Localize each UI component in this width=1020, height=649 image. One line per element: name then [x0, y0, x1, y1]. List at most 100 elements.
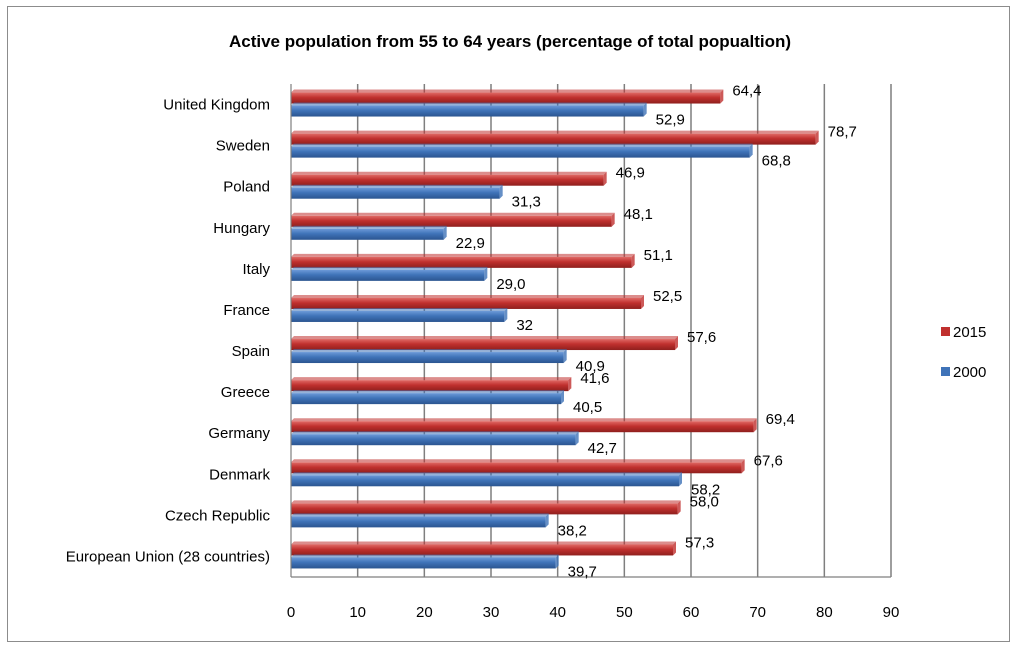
data-label-2000: 29,0: [496, 276, 525, 293]
bar-top-face: [291, 500, 681, 504]
data-label-2000: 38,2: [558, 522, 587, 539]
bar-top-face: [291, 390, 564, 394]
bar-side-face: [561, 390, 564, 405]
bar-side-face: [677, 500, 681, 515]
x-tick-label: 90: [883, 604, 900, 621]
bar-side-face: [555, 554, 559, 569]
bar-top-face: [291, 377, 572, 381]
bar-2015: [291, 503, 678, 515]
bar-side-face: [575, 431, 579, 446]
data-label-2015: 51,1: [644, 247, 673, 264]
bar-top-face: [291, 266, 488, 270]
bar-top-face: [291, 143, 753, 147]
bar-top-face: [291, 459, 745, 463]
bar-side-face: [563, 349, 567, 364]
bar-top-face: [291, 253, 635, 257]
bar-side-face: [673, 541, 676, 556]
bar-top-face: [291, 171, 607, 175]
bar-side-face: [641, 294, 644, 309]
bar-2015: [291, 133, 816, 145]
bar-top-face: [291, 307, 508, 311]
data-label-2015: 64,4: [732, 83, 761, 100]
bar-2015: [291, 380, 569, 392]
bar-side-face: [568, 377, 572, 392]
bar-top-face: [291, 541, 676, 545]
x-tick-label: 40: [549, 604, 566, 621]
data-label-2015: 48,1: [624, 206, 653, 223]
bar-side-face: [753, 418, 757, 433]
data-label-2000: 22,9: [456, 235, 485, 252]
category-label: Czech Republic: [165, 507, 271, 524]
chart-title: Active population from 55 to 64 years (p…: [228, 32, 792, 51]
data-label-2000: 40,9: [576, 358, 605, 375]
category-label: United Kingdom: [163, 97, 270, 114]
data-label-2015: 52,5: [653, 288, 682, 305]
bar-side-face: [749, 143, 753, 158]
data-label-2015: 46,9: [616, 165, 645, 182]
bar-2000: [291, 475, 679, 487]
bar-2000: [291, 434, 576, 446]
data-label-2000: 40,5: [573, 399, 602, 416]
bar-2000: [291, 105, 644, 117]
bar-2015: [291, 215, 612, 227]
legend-label-2015: 2015: [953, 324, 986, 341]
bar-2000: [291, 393, 561, 405]
data-label-2015: 57,3: [685, 534, 714, 551]
x-tick-label: 20: [416, 604, 433, 621]
category-label: Poland: [223, 179, 270, 196]
bar-2015: [291, 544, 673, 556]
data-label-2000: 39,7: [568, 563, 597, 580]
bar-side-face: [815, 130, 819, 145]
category-label: Germany: [208, 425, 270, 442]
bar-side-face: [443, 225, 447, 240]
data-label-2000: 68,8: [762, 153, 791, 170]
category-label: France: [223, 302, 270, 319]
bar-top-face: [291, 102, 647, 106]
bar-side-face: [741, 459, 745, 474]
legend-swatch-2000: [941, 367, 950, 376]
bar-side-face: [675, 336, 678, 351]
x-tick-label: 30: [483, 604, 500, 621]
bar-2015: [291, 339, 675, 351]
x-tick-label: 10: [349, 604, 366, 621]
bar-2000: [291, 352, 564, 364]
bar-2015: [291, 92, 721, 104]
data-label-2000: 42,7: [588, 440, 617, 457]
bar-top-face: [291, 336, 678, 340]
bar-side-face: [720, 89, 724, 104]
bar-2000: [291, 310, 505, 322]
bar-top-face: [291, 513, 549, 517]
bar-2000: [291, 557, 556, 569]
data-label-2015: 67,6: [754, 452, 783, 469]
x-tick-label: 50: [616, 604, 633, 621]
bar-side-face: [611, 212, 615, 227]
bar-2000: [291, 269, 485, 281]
bar-top-face: [291, 225, 447, 229]
data-label-2000: 31,3: [512, 194, 541, 211]
bar-top-face: [291, 431, 579, 435]
data-label-2000: 58,2: [691, 481, 720, 498]
legend-swatch-2015: [941, 327, 950, 336]
data-label-2000: 32: [516, 317, 533, 334]
bar-top-face: [291, 418, 757, 422]
bar-side-face: [545, 513, 549, 528]
bar-2015: [291, 174, 604, 186]
category-label: Denmark: [209, 466, 270, 483]
category-label: Spain: [232, 343, 270, 360]
data-label-2015: 69,4: [766, 411, 795, 428]
bar-side-face: [499, 184, 503, 199]
bar-side-face: [679, 472, 682, 487]
legend-label-2000: 2000: [953, 364, 986, 381]
x-tick-label: 80: [816, 604, 833, 621]
bar-2015: [291, 256, 632, 268]
bar-top-face: [291, 294, 644, 298]
category-label: Italy: [242, 261, 270, 278]
bar-2015: [291, 421, 754, 433]
category-label: Greece: [221, 384, 270, 401]
x-tick-label: 60: [683, 604, 700, 621]
bar-2000: [291, 146, 750, 158]
category-label: Hungary: [213, 220, 270, 237]
data-label-2000: 52,9: [656, 112, 685, 129]
bar-2000: [291, 516, 546, 528]
